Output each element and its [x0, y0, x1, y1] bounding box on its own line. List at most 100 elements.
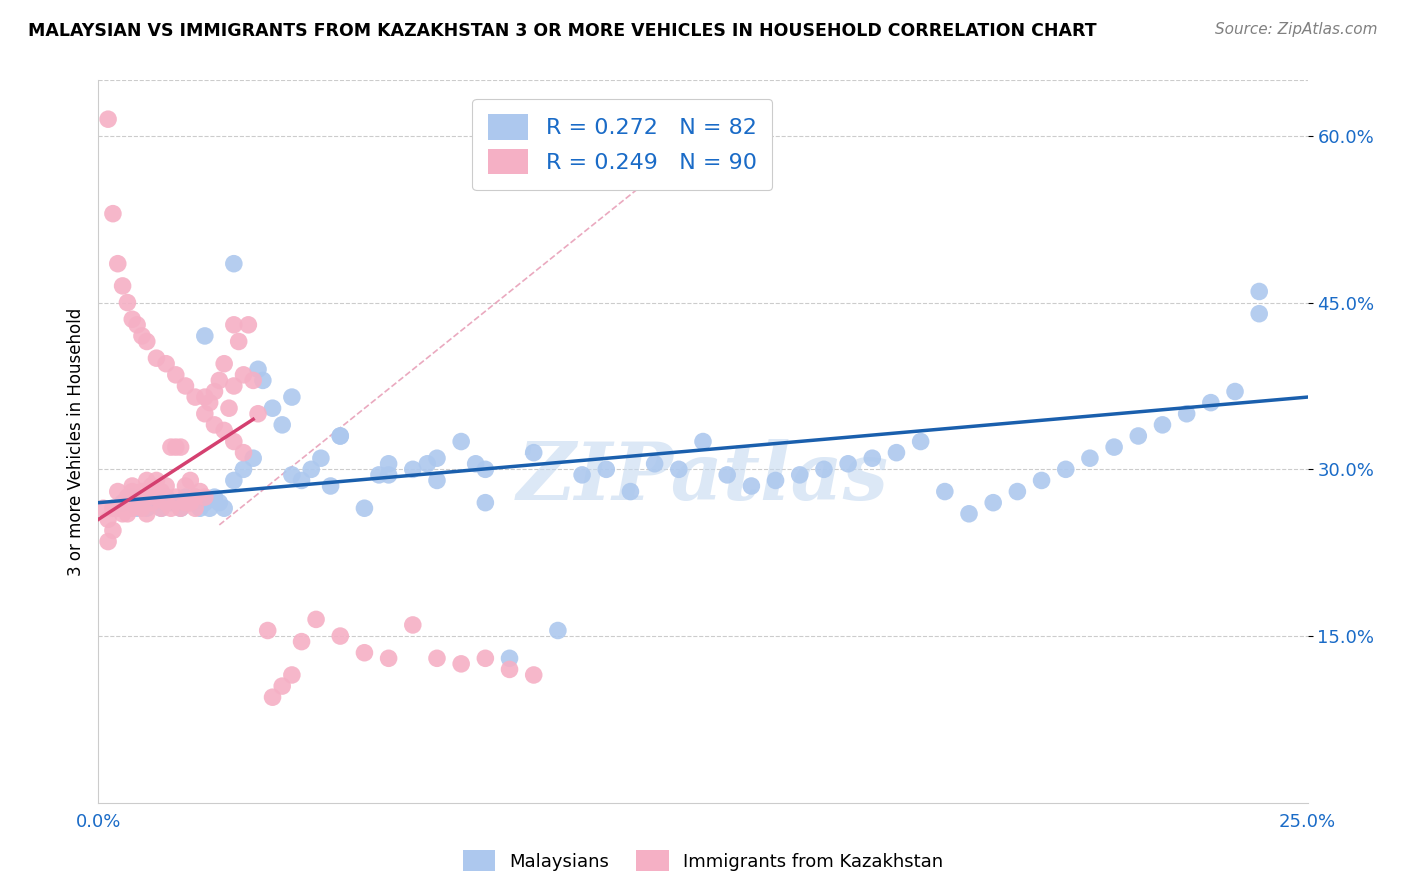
- Point: [145, 474, 167, 488]
- Point: [860, 451, 883, 466]
- Point: [160, 501, 183, 516]
- Point: [426, 651, 449, 665]
- Point: [474, 462, 496, 476]
- Point: [299, 462, 322, 476]
- Point: [271, 679, 294, 693]
- Point: [218, 401, 240, 416]
- Point: [228, 334, 250, 349]
- Point: [474, 496, 496, 510]
- Point: [121, 484, 143, 499]
- Point: [402, 462, 425, 476]
- Point: [127, 501, 149, 516]
- Point: [1249, 285, 1271, 299]
- Point: [179, 496, 201, 510]
- Point: [464, 457, 486, 471]
- Point: [886, 445, 908, 459]
- Point: [474, 651, 496, 665]
- Point: [222, 318, 245, 332]
- Point: [329, 429, 352, 443]
- Point: [198, 501, 221, 516]
- Point: [232, 445, 254, 459]
- Point: [1054, 462, 1077, 476]
- Point: [262, 690, 284, 705]
- Point: [145, 496, 167, 510]
- Point: [179, 474, 201, 488]
- Point: [426, 474, 449, 488]
- Point: [402, 618, 425, 632]
- Point: [150, 484, 173, 499]
- Point: [204, 384, 226, 399]
- Text: MALAYSIAN VS IMMIGRANTS FROM KAZAKHSTAN 3 OR MORE VEHICLES IN HOUSEHOLD CORRELAT: MALAYSIAN VS IMMIGRANTS FROM KAZAKHSTAN …: [28, 22, 1097, 40]
- Point: [204, 417, 226, 432]
- Point: [165, 440, 187, 454]
- Point: [571, 467, 593, 482]
- Point: [290, 634, 312, 648]
- Point: [111, 279, 134, 293]
- Point: [353, 646, 375, 660]
- Point: [377, 467, 399, 482]
- Point: [957, 507, 980, 521]
- Point: [155, 490, 177, 504]
- Point: [353, 501, 375, 516]
- Y-axis label: 3 or more Vehicles in Household: 3 or more Vehicles in Household: [66, 308, 84, 575]
- Point: [141, 496, 163, 510]
- Point: [426, 451, 449, 466]
- Point: [184, 390, 207, 404]
- Point: [97, 534, 120, 549]
- Point: [547, 624, 569, 638]
- Point: [121, 312, 143, 326]
- Point: [1223, 384, 1246, 399]
- Point: [247, 407, 270, 421]
- Point: [117, 507, 139, 521]
- Point: [160, 496, 183, 510]
- Point: [131, 501, 153, 516]
- Point: [145, 490, 167, 504]
- Point: [165, 490, 187, 504]
- Point: [290, 474, 312, 488]
- Point: [188, 501, 211, 516]
- Point: [813, 462, 835, 476]
- Point: [111, 501, 134, 516]
- Point: [212, 424, 235, 438]
- Point: [619, 484, 641, 499]
- Point: [101, 207, 124, 221]
- Point: [1128, 429, 1150, 443]
- Point: [188, 484, 211, 499]
- Point: [309, 451, 332, 466]
- Point: [208, 496, 231, 510]
- Point: [1102, 440, 1125, 454]
- Point: [281, 467, 304, 482]
- Point: [155, 357, 177, 371]
- Point: [194, 490, 217, 504]
- Point: [305, 612, 328, 626]
- Point: [107, 257, 129, 271]
- Point: [644, 457, 666, 471]
- Point: [165, 368, 187, 382]
- Point: [135, 334, 157, 349]
- Point: [107, 501, 129, 516]
- Point: [127, 496, 149, 510]
- Point: [281, 668, 304, 682]
- Point: [692, 434, 714, 449]
- Point: [101, 524, 124, 538]
- Point: [934, 484, 956, 499]
- Point: [135, 490, 157, 504]
- Legend: R = 0.272   N = 82, R = 0.249   N = 90: R = 0.272 N = 82, R = 0.249 N = 90: [472, 99, 772, 190]
- Point: [212, 357, 235, 371]
- Point: [174, 490, 197, 504]
- Point: [155, 479, 177, 493]
- Point: [101, 501, 124, 516]
- Point: [198, 395, 221, 409]
- Point: [127, 490, 149, 504]
- Point: [145, 351, 167, 366]
- Point: [179, 496, 201, 510]
- Point: [194, 329, 217, 343]
- Point: [194, 390, 217, 404]
- Point: [232, 368, 254, 382]
- Point: [1199, 395, 1222, 409]
- Point: [1078, 451, 1101, 466]
- Point: [117, 490, 139, 504]
- Point: [271, 417, 294, 432]
- Point: [150, 501, 173, 516]
- Point: [256, 624, 278, 638]
